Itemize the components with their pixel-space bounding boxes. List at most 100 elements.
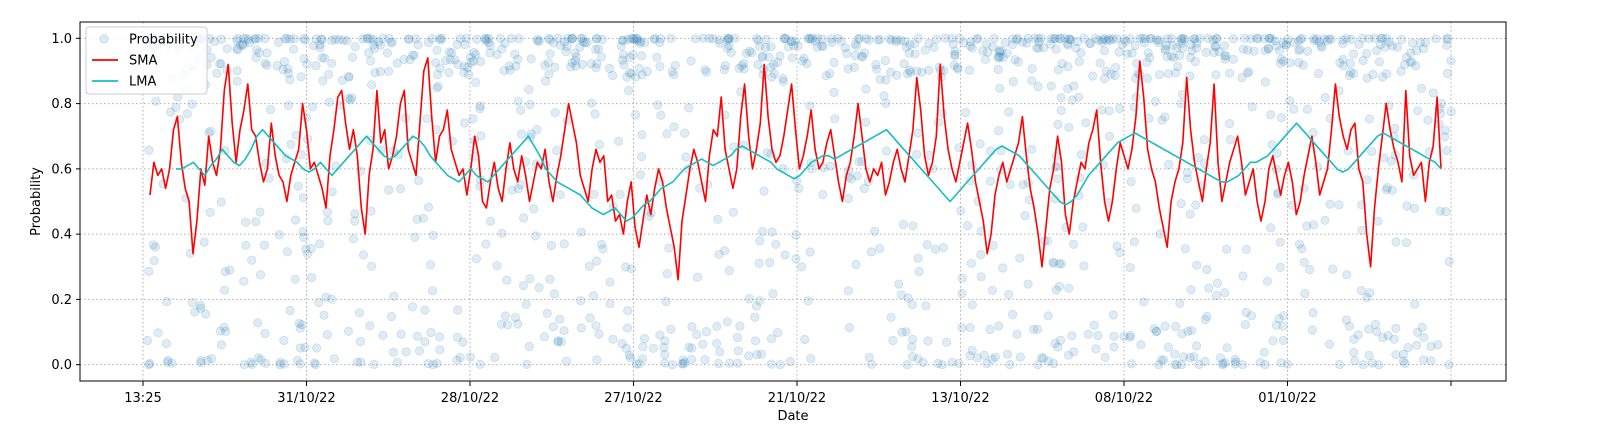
probability-point (1249, 46, 1259, 56)
probability-point (475, 101, 485, 111)
probability-point (262, 48, 272, 58)
probability-point (1146, 33, 1156, 43)
probability-point (1220, 358, 1231, 368)
probability-point (324, 97, 334, 107)
probability-point (679, 357, 690, 367)
probability-point (1013, 57, 1024, 67)
probability-point (957, 273, 967, 283)
probability-point (409, 50, 419, 61)
probability-point (846, 174, 857, 184)
probability-point (950, 46, 960, 56)
probability-point (805, 101, 815, 111)
probability-point (1349, 69, 1359, 79)
probability-point (215, 326, 225, 336)
probability-point (605, 277, 615, 287)
probability-point (778, 76, 789, 87)
probability-point (910, 49, 920, 59)
probability-point (1142, 73, 1153, 83)
probability-point (985, 176, 995, 186)
probability-point (1341, 315, 1352, 325)
probability-point (623, 85, 634, 96)
probability-point (617, 35, 627, 45)
probability-point (1018, 180, 1028, 190)
probability-point (950, 51, 960, 61)
probability-point (516, 129, 527, 139)
probability-point (904, 65, 915, 75)
probability-point (1275, 237, 1285, 247)
probability-point (1297, 244, 1307, 254)
probability-point (1391, 350, 1401, 360)
probability-point (323, 216, 333, 226)
probability-point (1240, 319, 1251, 330)
probability-point (485, 216, 495, 226)
probability-point (659, 342, 669, 352)
probability-point (886, 312, 896, 322)
probability-point (225, 265, 235, 275)
probability-point (1402, 201, 1412, 211)
probability-point (1060, 33, 1070, 43)
probability-point (1441, 207, 1451, 217)
probability-point (492, 49, 502, 60)
probability-point (590, 109, 600, 119)
probability-point (1151, 326, 1161, 337)
probability-point (592, 355, 602, 365)
probability-point (662, 269, 672, 279)
probability-point (1202, 311, 1212, 321)
probability-point (1063, 39, 1073, 49)
probability-point (1399, 60, 1410, 70)
probability-point (660, 349, 670, 360)
probability-point (427, 34, 437, 44)
probability-point (350, 209, 360, 219)
probability-point (995, 52, 1005, 62)
probability-point (1208, 35, 1218, 45)
probability-point (1056, 335, 1066, 345)
probability-point (395, 184, 406, 194)
probability-point (319, 53, 330, 63)
probability-point (1364, 324, 1374, 334)
probability-point (471, 254, 481, 264)
probability-point (1289, 37, 1299, 48)
probability-point (1279, 311, 1289, 321)
probability-point (990, 352, 1001, 362)
probability-point (781, 33, 791, 44)
probability-point (1177, 90, 1188, 100)
probability-point (1008, 77, 1018, 87)
probability-point (311, 343, 322, 353)
probability-point (207, 353, 217, 364)
probability-point (948, 39, 958, 49)
probability-point (619, 59, 629, 70)
probability-point (469, 56, 479, 66)
probability-point (1237, 73, 1247, 83)
probability-point (1345, 58, 1356, 68)
probability-point (533, 36, 543, 46)
probability-point (1426, 356, 1436, 366)
probability-point (1017, 37, 1027, 47)
probability-point (907, 300, 917, 310)
probability-point (1276, 358, 1286, 368)
probability-point (1253, 33, 1263, 44)
legend-probability: Probability (99, 33, 198, 48)
probability-point (510, 49, 520, 59)
probability-point (514, 34, 524, 44)
probability-point (306, 272, 317, 283)
probability-point (681, 152, 691, 162)
probability-point (771, 239, 781, 249)
probability-point (1412, 327, 1423, 337)
probability-point (1079, 33, 1089, 44)
probability-point (1382, 69, 1392, 79)
probability-point (972, 353, 982, 363)
probability-point (319, 310, 329, 320)
probability-point (500, 311, 510, 321)
probability-point (905, 67, 916, 77)
probability-point (869, 226, 880, 236)
probability-point (912, 66, 922, 76)
probability-point (1002, 48, 1012, 58)
probability-point (1104, 34, 1114, 44)
probability-point (1063, 84, 1073, 94)
probability-point (1057, 58, 1067, 69)
probability-point (670, 60, 680, 71)
probability-point (1442, 146, 1452, 156)
probability-point (376, 145, 386, 155)
probability-point (542, 308, 552, 318)
probability-point (518, 280, 529, 291)
